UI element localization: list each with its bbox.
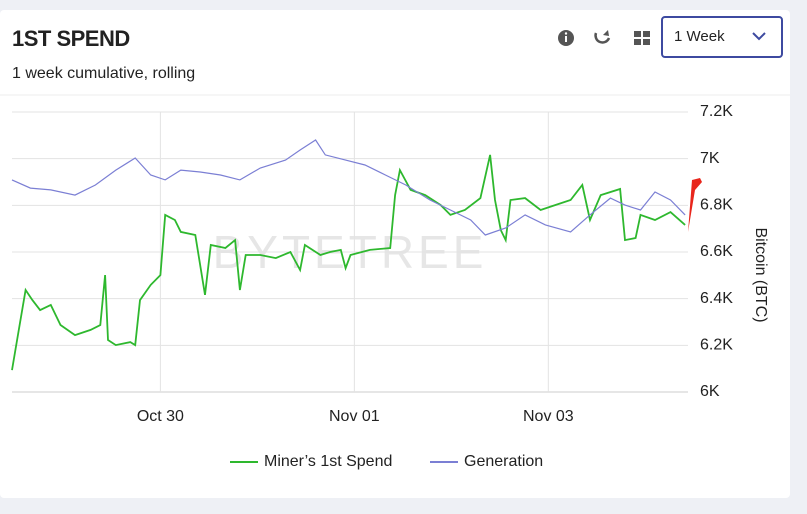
series-line — [11, 154, 686, 371]
chevron — [752, 32, 766, 41]
period-label: 1 Week — [674, 28, 725, 45]
legend-label: Generation — [464, 453, 543, 470]
legend-label: Miner’s 1st Spend — [264, 453, 392, 470]
x-tick-label: Oct 30 — [137, 408, 184, 425]
y-tick-label: 6.6K — [700, 243, 733, 260]
y-tick-label: 6.2K — [700, 337, 733, 354]
x-tick-label: Nov 01 — [329, 408, 380, 425]
card: 1ST SPEND 1 week cumulative, rolling 1 W… — [0, 10, 790, 498]
arrow-indicator — [688, 178, 702, 232]
toolbar-icons — [558, 30, 650, 46]
y-tick-label: 7K — [700, 150, 720, 167]
y-tick-label: 6K — [700, 383, 720, 400]
info-icon[interactable] — [558, 30, 574, 46]
grid-icon[interactable] — [634, 31, 650, 45]
legend-item: Generation — [430, 453, 543, 470]
y-tick-label: 6.8K — [700, 197, 733, 214]
title: 1ST SPEND — [12, 26, 130, 51]
refresh-icon[interactable] — [594, 30, 611, 44]
x-tick-label: Nov 03 — [523, 408, 574, 425]
legend-item: Miner’s 1st Spend — [230, 453, 392, 470]
period-dropdown[interactable]: 1 Week — [661, 16, 783, 58]
y-axis-title: Bitcoin (BTC) — [752, 227, 769, 322]
y-tick-label: 6.4K — [700, 290, 733, 307]
subtitle: 1 week cumulative, rolling — [12, 65, 196, 82]
series-line — [11, 139, 686, 236]
y-tick-label: 7.2K — [700, 103, 733, 120]
